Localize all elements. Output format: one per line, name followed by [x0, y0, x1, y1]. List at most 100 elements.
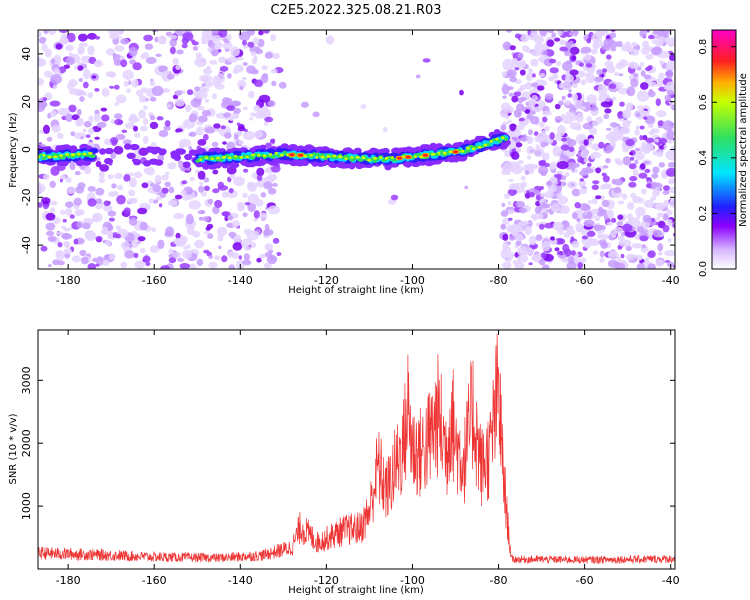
signal-blob	[489, 140, 493, 143]
noise-blob	[168, 257, 177, 264]
noise-blob	[518, 117, 525, 122]
noise-blob	[640, 61, 644, 67]
noise-blob	[511, 151, 520, 160]
spectrogram-y-label: Frequency (Hz)	[8, 112, 19, 188]
noise-blob	[652, 46, 663, 55]
noise-blob	[653, 30, 659, 35]
noise-blob	[584, 54, 592, 61]
noise-blob	[141, 182, 149, 189]
noise-blob	[96, 121, 107, 129]
noise-blob	[42, 97, 48, 102]
noise-blob	[539, 30, 548, 37]
noise-blob	[548, 76, 555, 82]
noise-blob	[102, 259, 110, 266]
noise-blob	[665, 149, 675, 161]
signal-blob	[184, 153, 193, 161]
noise-blob	[207, 42, 216, 48]
noise-blob	[101, 114, 110, 122]
noise-blob	[111, 183, 117, 189]
signal-blob	[39, 153, 43, 157]
noise-blob	[126, 88, 131, 93]
noise-blob	[73, 238, 79, 245]
noise-blob	[227, 73, 232, 79]
noise-blob	[49, 180, 56, 188]
noise-blob	[635, 206, 646, 217]
noise-blob	[166, 73, 175, 80]
noise-blob	[602, 175, 610, 183]
noise-blob	[204, 80, 214, 88]
noise-blob	[215, 128, 222, 133]
noise-blob	[619, 127, 631, 135]
noise-blob	[226, 33, 232, 41]
noise-blob	[621, 193, 628, 200]
noise-blob	[571, 106, 577, 113]
noise-blob	[133, 125, 138, 132]
noise-blob	[263, 121, 269, 126]
y-tick-label: 0	[20, 146, 33, 153]
noise-blob	[651, 218, 655, 223]
noise-blob	[218, 245, 222, 250]
noise-blob	[182, 249, 192, 259]
noise-blob	[549, 176, 558, 183]
noise-blob	[531, 73, 536, 78]
noise-blob	[233, 176, 245, 187]
noise-blob	[122, 139, 132, 145]
noise-blob	[622, 119, 631, 129]
noise-blob	[238, 255, 242, 260]
noise-blob	[614, 71, 620, 77]
noise-blob	[517, 226, 525, 232]
noise-blob	[539, 192, 546, 198]
signal-blob	[42, 153, 46, 157]
noise-blob	[390, 194, 399, 201]
signal-blob	[129, 143, 140, 151]
signal-blob	[274, 151, 278, 155]
noise-blob	[168, 248, 175, 254]
noise-blob	[79, 96, 85, 102]
noise-blob	[76, 117, 84, 127]
noise-blob	[252, 37, 260, 45]
noise-blob	[142, 135, 149, 145]
noise-blob	[654, 187, 661, 195]
noise-blob	[194, 239, 205, 249]
noise-blob	[224, 132, 232, 139]
noise-blob	[117, 184, 124, 191]
signal-blob	[384, 156, 389, 160]
x-tick-label: -80	[490, 574, 508, 587]
noise-blob	[178, 138, 192, 147]
signal-blob	[199, 158, 203, 162]
noise-blob	[184, 104, 192, 113]
noise-blob	[571, 212, 578, 220]
noise-blob	[634, 129, 640, 136]
noise-blob	[122, 69, 134, 80]
noise-blob	[541, 201, 547, 209]
signal-blob	[309, 153, 313, 157]
snr-x-ticks: -180 -160 -140 -120 -100 -80 -60 -40	[56, 330, 680, 587]
noise-blob	[633, 72, 639, 78]
noise-blob	[616, 132, 624, 141]
signal-blob	[38, 155, 41, 159]
signal-blob	[239, 155, 244, 159]
noise-blob	[146, 180, 153, 184]
noise-blob	[509, 123, 516, 132]
noise-blob	[502, 58, 514, 71]
noise-blob	[662, 190, 670, 195]
noise-blob	[253, 210, 260, 219]
noise-blob	[531, 82, 539, 88]
noise-blob	[622, 156, 632, 166]
noise-blob	[226, 105, 236, 111]
noise-blob	[251, 69, 259, 75]
noise-blob	[198, 90, 208, 100]
x-tick-label: -120	[314, 574, 339, 587]
noise-blob	[212, 169, 219, 175]
noise-blob	[600, 101, 613, 108]
noise-blob	[269, 256, 276, 261]
noise-blob	[59, 30, 68, 34]
noise-blob	[559, 39, 567, 46]
noise-blob	[160, 174, 169, 181]
noise-blob	[43, 70, 53, 78]
noise-blob	[38, 31, 42, 38]
noise-blob	[666, 89, 675, 96]
noise-blob	[538, 223, 545, 230]
noise-blob	[58, 66, 67, 74]
